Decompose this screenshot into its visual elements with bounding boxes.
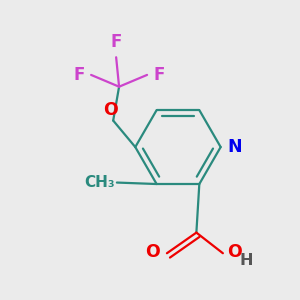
Text: H: H bbox=[239, 253, 253, 268]
Text: F: F bbox=[154, 66, 165, 84]
Text: O: O bbox=[145, 243, 160, 261]
Text: F: F bbox=[110, 33, 122, 51]
Text: O: O bbox=[103, 101, 118, 119]
Text: N: N bbox=[227, 138, 242, 156]
Text: CH₃: CH₃ bbox=[84, 175, 115, 190]
Text: F: F bbox=[73, 66, 85, 84]
Text: O: O bbox=[227, 243, 242, 261]
